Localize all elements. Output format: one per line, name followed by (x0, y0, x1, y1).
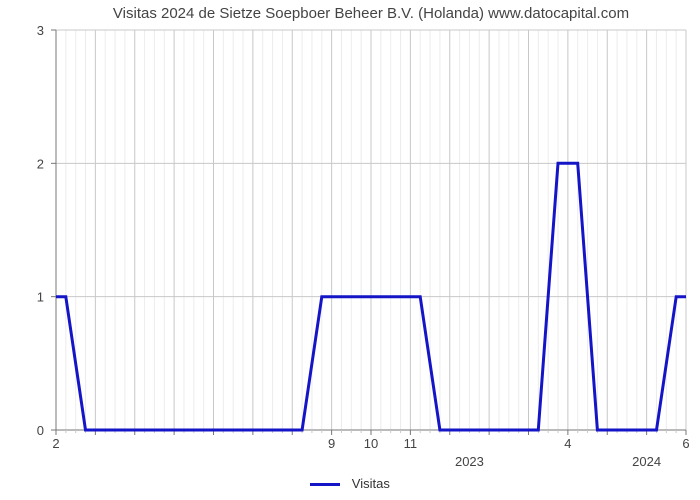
chart-legend: Visitas (0, 476, 700, 491)
visits-chart: 0 1 2 3 2 9 10 11 4 6 2023 2024 Visitas 2024 de Siet… (0, 0, 700, 500)
svg-text:10: 10 (364, 436, 378, 451)
svg-text:2: 2 (52, 436, 59, 451)
svg-text:2023: 2023 (455, 454, 484, 469)
svg-text:9: 9 (328, 436, 335, 451)
legend-label: Visitas (352, 476, 390, 491)
legend-swatch (310, 483, 340, 486)
chart-svg: 0 1 2 3 2 9 10 11 4 6 2023 2024 Visitas 2024 de Siet… (0, 0, 700, 500)
svg-text:2: 2 (37, 156, 44, 171)
svg-text:11: 11 (404, 436, 418, 451)
svg-text:Visitas 2024 de Sietze Soepboe: Visitas 2024 de Sietze Soepboer Beheer B… (113, 5, 629, 22)
svg-text:4: 4 (564, 436, 571, 451)
svg-text:2024: 2024 (632, 454, 661, 469)
svg-text:3: 3 (37, 23, 44, 38)
svg-text:0: 0 (37, 423, 44, 438)
svg-text:6: 6 (682, 436, 689, 451)
svg-text:1: 1 (37, 290, 44, 305)
